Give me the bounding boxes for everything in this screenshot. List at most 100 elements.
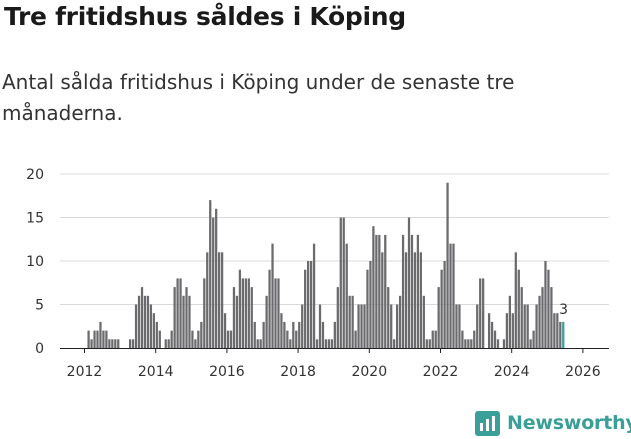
- bar: [315, 339, 319, 348]
- bar: [559, 321, 562, 348]
- x-tick-label: 2016: [209, 364, 245, 380]
- y-tick-label: 20: [26, 167, 44, 183]
- bar: [372, 226, 375, 348]
- bar: [455, 304, 458, 348]
- bar: [244, 278, 247, 348]
- bar: [490, 321, 494, 348]
- bar: [129, 339, 132, 348]
- bar: [384, 234, 387, 348]
- newsworthy-logo: Newsworthy: [475, 408, 631, 438]
- bar: [309, 261, 313, 348]
- bar: [428, 339, 431, 348]
- bar: [149, 304, 153, 348]
- bar-chart: 0 5 10 15 20 2012 2014 2016 2018 2020 2022 2024 202…: [26, 167, 609, 380]
- bar: [458, 304, 461, 348]
- bar: [170, 330, 173, 348]
- bar: [393, 339, 396, 348]
- bar: [226, 330, 230, 348]
- bar: [108, 339, 111, 348]
- bar: [200, 321, 203, 348]
- bar: [212, 217, 215, 348]
- bar: [443, 261, 446, 348]
- bar: [206, 252, 209, 348]
- bar: [253, 321, 256, 348]
- bar: [425, 339, 428, 348]
- bar: [473, 330, 476, 348]
- bar: [532, 330, 535, 348]
- bar: [256, 339, 259, 348]
- y-tick-label: 10: [26, 254, 44, 270]
- bar: [158, 330, 161, 348]
- bar: [401, 234, 405, 348]
- bar: [446, 182, 449, 348]
- bar: [164, 339, 167, 348]
- bar: [167, 339, 170, 348]
- bar: [197, 330, 200, 348]
- bar: [369, 261, 372, 348]
- bar: [114, 339, 117, 348]
- bar: [223, 313, 227, 348]
- bar: [496, 339, 500, 348]
- bar: [330, 339, 333, 348]
- bar: [517, 269, 520, 348]
- bar: [437, 287, 440, 348]
- bar: [99, 321, 102, 348]
- bar: [508, 295, 511, 348]
- bar: [422, 295, 425, 348]
- chart-subtitle: Antal sålda fritidshus i Köping under de…: [2, 70, 515, 125]
- bar: [304, 269, 307, 348]
- bar: [547, 269, 550, 348]
- bar: [482, 278, 485, 348]
- bar: [514, 252, 517, 348]
- bar: [87, 330, 90, 348]
- bar: [381, 252, 384, 348]
- bar: [301, 304, 304, 348]
- bar: [366, 269, 369, 348]
- bar: [268, 269, 271, 348]
- bar: [277, 278, 280, 348]
- bar: [479, 278, 482, 348]
- bar: [265, 295, 268, 348]
- bar: [146, 295, 150, 348]
- data-label-latest: 3: [559, 302, 568, 318]
- bar: [152, 313, 155, 348]
- bar: [102, 330, 105, 348]
- bar: [188, 295, 191, 348]
- bar: [218, 252, 221, 348]
- bar: [289, 339, 292, 348]
- bar: [179, 278, 182, 348]
- bar: [434, 330, 437, 348]
- bar: [487, 313, 491, 348]
- bar: [321, 321, 325, 348]
- x-tick-label: 2026: [565, 364, 601, 380]
- bar: [96, 330, 99, 348]
- bar: [387, 287, 390, 348]
- bar: [271, 243, 274, 348]
- bar: [375, 234, 378, 348]
- bar: [143, 295, 147, 348]
- gridlines: [60, 173, 609, 305]
- bar: [410, 234, 414, 348]
- y-tick-label: 5: [35, 298, 44, 314]
- x-tick-label: 2012: [67, 364, 103, 380]
- x-tick-label: 2022: [423, 364, 459, 380]
- bar: [262, 321, 265, 348]
- brand-name: Newsworthy: [507, 412, 631, 434]
- bar: [345, 243, 348, 348]
- bar: [396, 304, 399, 348]
- bar: [194, 339, 197, 348]
- bar: [250, 287, 253, 348]
- bar: [529, 339, 532, 348]
- bar: [241, 278, 244, 348]
- x-axis-ticks: 2012 2014 2016 2018 2020 2022 2024 2026: [67, 348, 601, 380]
- bar: [431, 330, 434, 348]
- bar: [137, 295, 141, 348]
- bar: [131, 339, 135, 348]
- bar: [307, 261, 310, 348]
- x-tick-label: 2018: [280, 364, 316, 380]
- bar: [562, 321, 565, 348]
- bar: [318, 304, 322, 348]
- bar: [235, 295, 239, 348]
- bar: [209, 200, 212, 348]
- bar: [544, 261, 547, 348]
